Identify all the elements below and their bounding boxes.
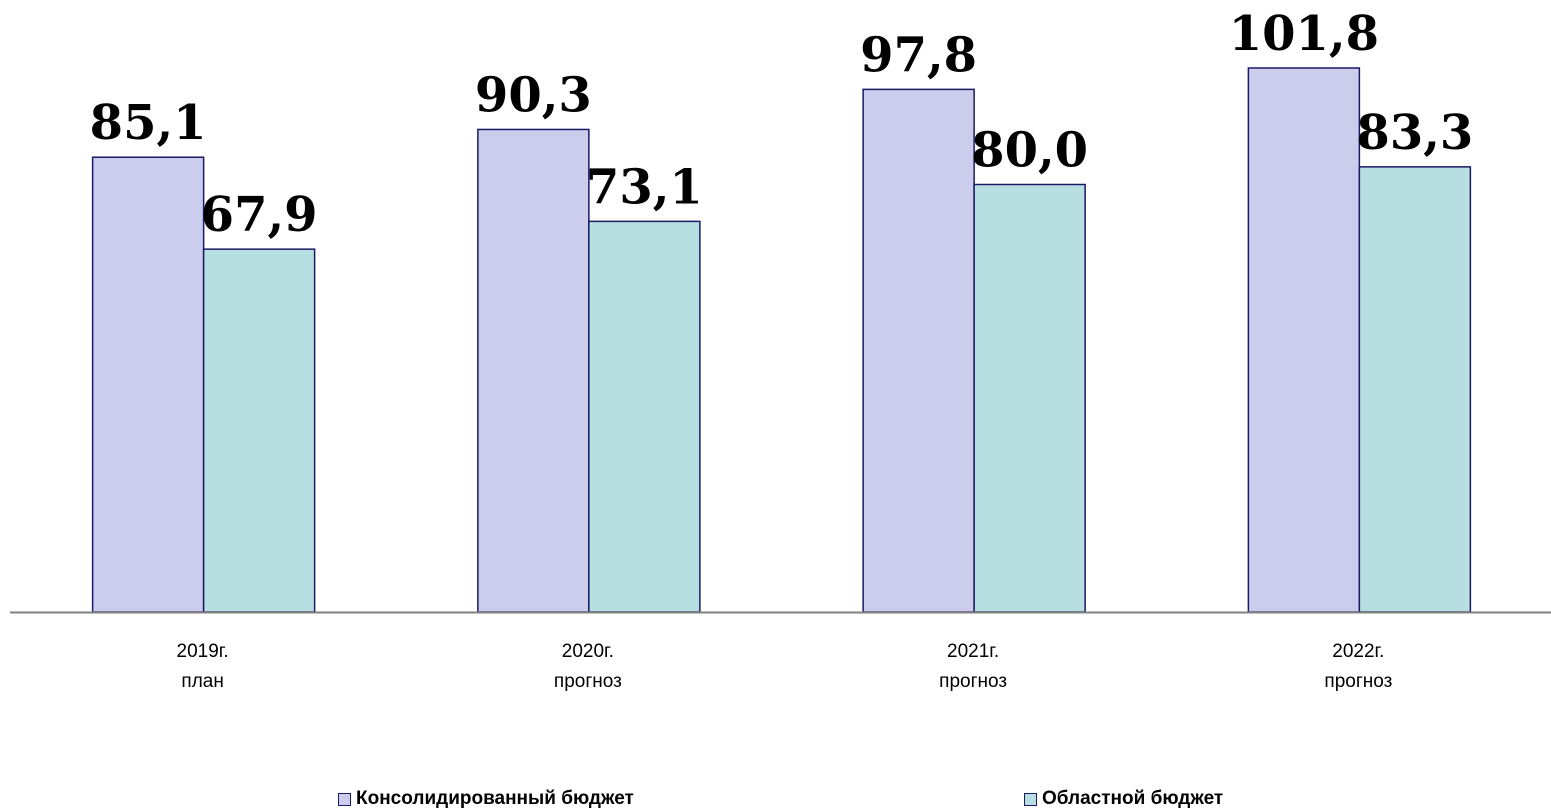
bar-series-1-2	[973, 183, 1086, 613]
x-tick-label-2-0: 2021г.	[947, 641, 999, 662]
value-label-series-0-2: 97,8	[860, 27, 977, 83]
bar-series-0-1	[477, 128, 590, 613]
value-label-series-1-1: 73,1	[586, 159, 703, 215]
legend-item-regional: Областной бюджет	[1024, 788, 1223, 810]
bar-series-0-0	[91, 156, 205, 613]
value-labels-group: 85,1 67,9 90,3 73,1 97,8 80,0 101,8 83,3	[90, 6, 1474, 243]
x-tick-label-3-0: 2022г.	[1332, 641, 1384, 662]
value-label-series-1-0: 67,9	[201, 187, 318, 243]
legend-label-regional: Областной бюджет	[1042, 788, 1224, 809]
legend-item-consolidated: Консолидированный бюджет	[338, 788, 634, 810]
x-tick-labels-group: 2019г. план 2020г. прогноз 2021г. прогноз 2022…	[177, 641, 1393, 692]
bar-chart: 85,1 67,9 90,3 73,1 97,8 80,0 101,8 83,3 2019г.…	[10, 6, 1551, 692]
value-label-series-1-2: 80,0	[971, 122, 1088, 178]
value-label-series-0-3: 101,8	[1229, 6, 1379, 62]
legend-swatch-consolidated	[338, 792, 351, 806]
value-label-series-0-1: 90,3	[475, 67, 592, 123]
bar-series-1-3	[1358, 166, 1472, 613]
bar-series-0-3	[1247, 67, 1361, 613]
legend-swatch-regional	[1024, 792, 1037, 806]
x-tick-label-3-1: прогноз	[1324, 671, 1392, 692]
x-tick-label-1-1: прогноз	[554, 671, 622, 692]
bars-group	[91, 67, 1472, 613]
x-tick-label-2-1: прогноз	[939, 671, 1007, 692]
x-tick-label-0-0: 2019г.	[177, 641, 229, 662]
legend-label-consolidated: Консолидированный бюджет	[356, 788, 634, 809]
bar-series-1-0	[202, 248, 316, 613]
bar-series-0-2	[862, 88, 975, 613]
value-label-series-0-0: 85,1	[90, 95, 207, 151]
bar-series-1-1	[588, 220, 701, 613]
x-tick-label-0-1: план	[181, 671, 223, 692]
value-label-series-1-3: 83,3	[1356, 105, 1473, 161]
x-tick-label-1-0: 2020г.	[562, 641, 614, 662]
legend: Консолидированный бюджет Областной бюдже…	[0, 788, 1551, 812]
